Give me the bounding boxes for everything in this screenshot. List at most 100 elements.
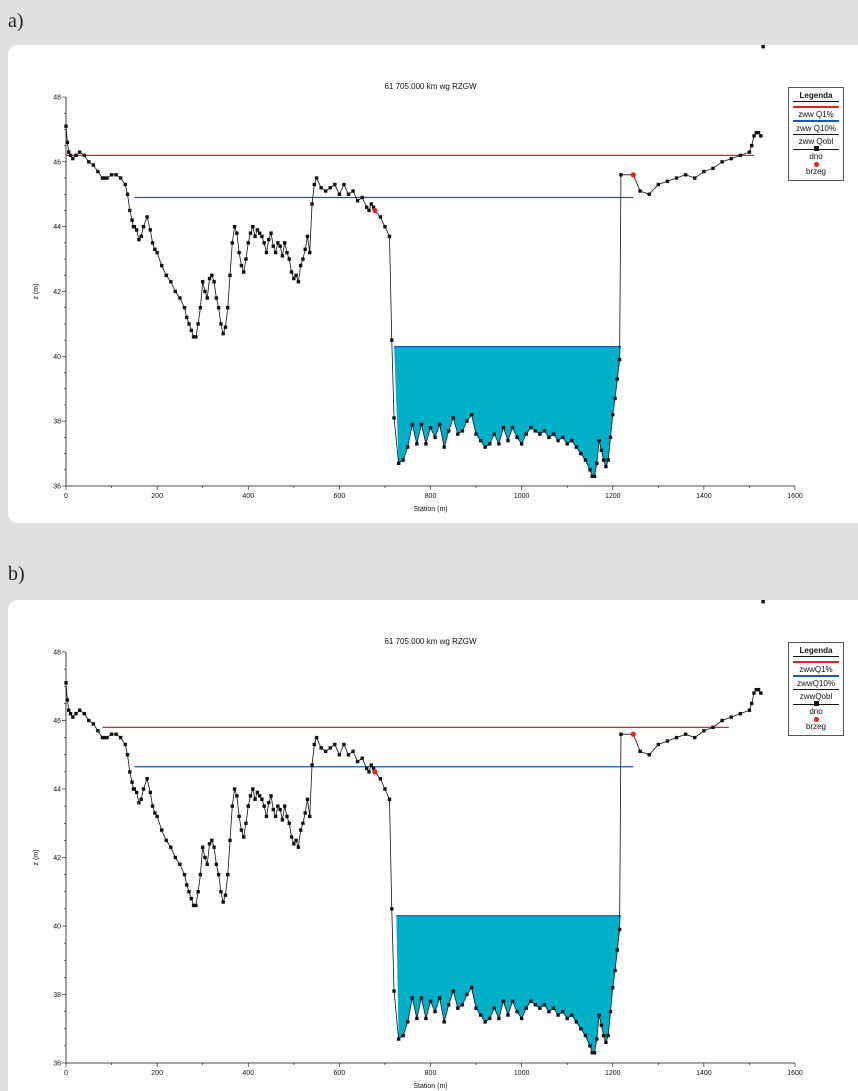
bed-point bbox=[515, 435, 519, 440]
bed-point bbox=[406, 1020, 410, 1024]
x-tick-label: 1400 bbox=[696, 493, 712, 500]
bed-point bbox=[241, 270, 246, 274]
bed-point bbox=[601, 458, 606, 462]
bed-point bbox=[433, 435, 437, 440]
bed-point bbox=[312, 182, 317, 187]
bed-point bbox=[105, 176, 109, 180]
y-tick-label: 38 bbox=[53, 992, 61, 999]
bed-point bbox=[538, 432, 542, 436]
bed-point bbox=[287, 257, 291, 261]
bed-point bbox=[189, 328, 193, 333]
bed-point bbox=[756, 130, 761, 135]
bed-point bbox=[251, 224, 255, 229]
bed-point bbox=[547, 435, 551, 440]
bed-point bbox=[683, 173, 688, 177]
bed-point bbox=[221, 900, 225, 904]
bed-point bbox=[283, 241, 287, 245]
bed-point bbox=[465, 992, 469, 997]
bed-point bbox=[342, 182, 346, 187]
bed-point bbox=[191, 903, 196, 908]
bed-point bbox=[547, 1009, 551, 1014]
bed-point bbox=[702, 169, 706, 174]
bed-point bbox=[579, 1027, 583, 1031]
bed-point bbox=[390, 907, 394, 911]
x-tick-label: 600 bbox=[334, 493, 346, 500]
bed-point bbox=[424, 442, 428, 446]
bed-point bbox=[155, 250, 159, 255]
bed-point bbox=[87, 160, 91, 164]
bed-point bbox=[164, 838, 168, 843]
bed-point bbox=[239, 263, 244, 268]
bed-point bbox=[747, 150, 752, 154]
bed-point bbox=[173, 855, 178, 860]
bed-point bbox=[604, 1040, 608, 1045]
bed-point bbox=[524, 432, 528, 436]
bed-point bbox=[617, 927, 622, 932]
legend-bank-marker bbox=[813, 717, 819, 722]
legend-qobl-line bbox=[793, 134, 839, 135]
x-tick-label: 0 bbox=[64, 1070, 68, 1077]
bed-point bbox=[164, 273, 168, 277]
bed-point bbox=[226, 872, 230, 877]
bed-point bbox=[150, 241, 155, 245]
bed-point bbox=[68, 711, 73, 716]
bed-point bbox=[125, 753, 130, 757]
bed-point bbox=[77, 150, 82, 154]
bed-point bbox=[241, 835, 246, 839]
legend-q1-label: zww Q1% bbox=[798, 110, 834, 119]
bed-point bbox=[68, 153, 73, 158]
bed-point bbox=[314, 735, 319, 740]
bed-point bbox=[524, 1006, 528, 1010]
bed-point bbox=[216, 872, 221, 877]
bed-point bbox=[510, 999, 515, 1004]
legend-b: Legenda zwwQ1% zwwQ10% zwwQobl dno brzeg bbox=[788, 642, 844, 736]
bed-point bbox=[456, 1006, 460, 1010]
x-axis-label: Station (m) bbox=[413, 1083, 447, 1090]
bed-point bbox=[729, 715, 733, 719]
bed-point bbox=[205, 296, 209, 300]
bed-point bbox=[285, 814, 289, 819]
bed-point bbox=[285, 250, 289, 255]
bed-point bbox=[619, 173, 623, 177]
x-tick-label: 1400 bbox=[696, 1070, 712, 1077]
bed-point bbox=[333, 182, 337, 187]
bed-point bbox=[141, 787, 146, 791]
bed-point bbox=[401, 458, 405, 462]
bed-point bbox=[153, 811, 157, 815]
bed-point bbox=[178, 296, 182, 300]
bed-point bbox=[419, 422, 424, 427]
bed-point bbox=[442, 1020, 446, 1024]
bed-point bbox=[474, 432, 478, 436]
bed-point bbox=[67, 708, 71, 712]
bed-point bbox=[693, 735, 697, 740]
bed-point bbox=[267, 801, 271, 805]
bed-point bbox=[619, 732, 623, 736]
bed-point bbox=[248, 794, 253, 798]
chart-panel-a: 61 705.000 km wg RZGW 36 38 40 42 44 46 48 0 200 4… bbox=[8, 45, 858, 523]
bed-point bbox=[608, 1009, 613, 1014]
bed-point bbox=[529, 425, 533, 430]
bed-point bbox=[665, 739, 670, 743]
bed-point bbox=[469, 412, 474, 417]
bed-point bbox=[105, 735, 109, 740]
bed-point bbox=[103, 176, 107, 180]
bed-point bbox=[308, 814, 312, 819]
bed-point bbox=[298, 263, 303, 268]
bed-point bbox=[303, 247, 307, 252]
bed-point bbox=[469, 985, 474, 990]
bed-point bbox=[239, 828, 244, 832]
water-fill-qobl bbox=[396, 915, 621, 1053]
bed-point bbox=[424, 1016, 428, 1021]
bed-point bbox=[153, 247, 157, 252]
bed-point bbox=[761, 45, 765, 49]
bed-point bbox=[533, 429, 537, 433]
bed-point bbox=[109, 173, 114, 177]
bed-point bbox=[761, 600, 765, 604]
legend-bed-label: dno bbox=[809, 152, 823, 161]
x-tick-label: 0 bbox=[64, 493, 68, 500]
bed-point bbox=[711, 725, 715, 730]
bed-point bbox=[447, 1003, 451, 1007]
legend-q10-label: zwwQ10% bbox=[797, 679, 835, 688]
bed-point bbox=[269, 794, 273, 798]
bed-point bbox=[752, 691, 756, 695]
